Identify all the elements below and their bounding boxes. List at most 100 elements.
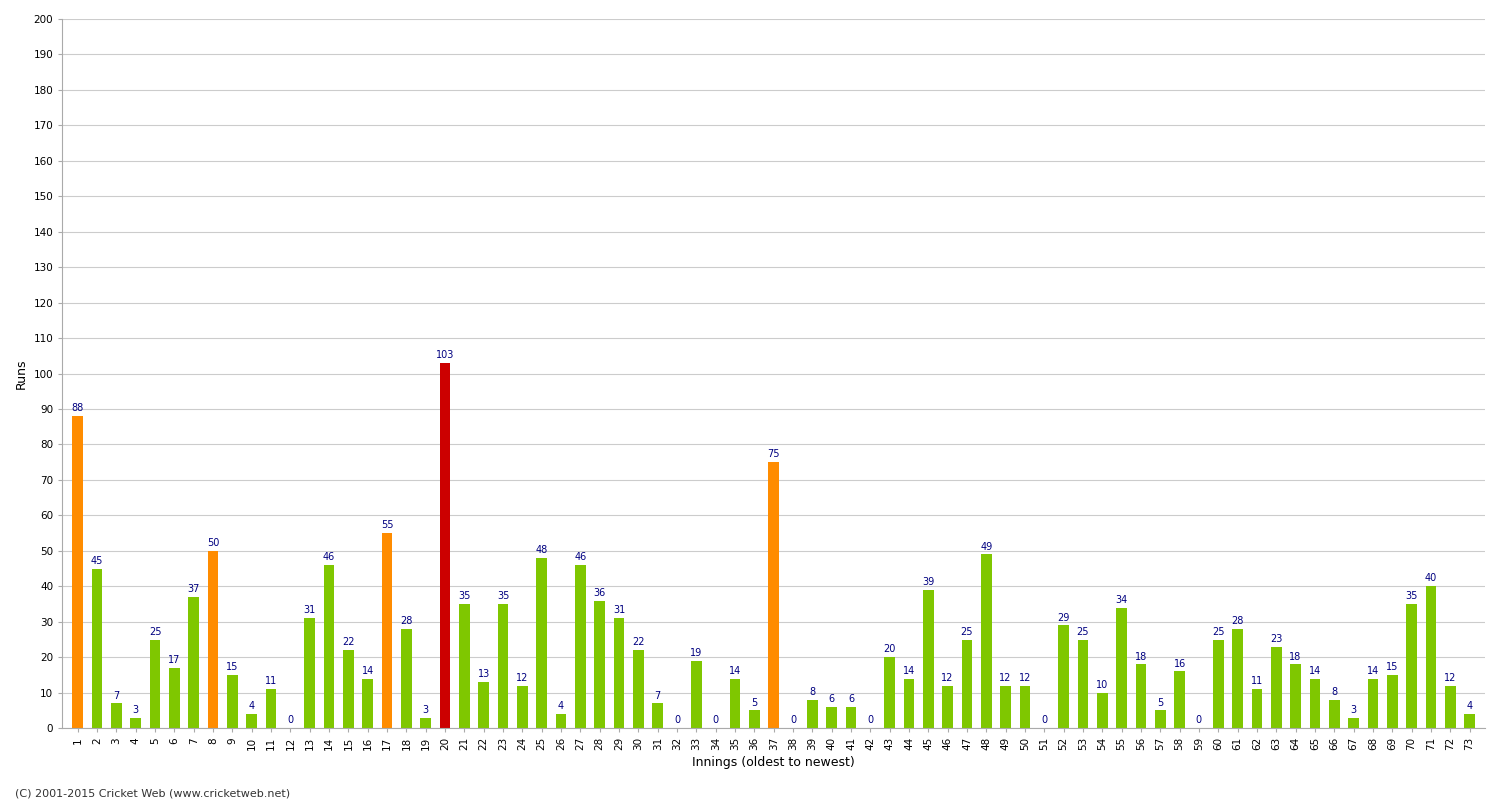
Text: 14: 14 [362, 666, 374, 676]
Bar [1290, 664, 1300, 728]
Text: 7: 7 [654, 690, 662, 701]
Bar [885, 658, 896, 728]
Text: 10: 10 [1096, 680, 1108, 690]
Text: 6: 6 [828, 694, 834, 704]
Bar [459, 604, 470, 728]
Text: 0: 0 [712, 715, 718, 726]
Text: 14: 14 [729, 666, 741, 676]
Bar [1233, 629, 1244, 728]
Bar [1174, 671, 1185, 728]
Text: 14: 14 [1310, 666, 1322, 676]
Text: 35: 35 [458, 591, 471, 602]
Bar [498, 604, 508, 728]
Bar [614, 618, 624, 728]
Text: 49: 49 [980, 542, 993, 551]
Text: 55: 55 [381, 520, 393, 530]
Text: 29: 29 [1058, 613, 1070, 622]
Bar [768, 462, 778, 728]
Text: 22: 22 [342, 638, 354, 647]
Bar [1348, 718, 1359, 728]
Bar [1059, 626, 1070, 728]
Bar [1464, 714, 1474, 728]
Bar [1270, 646, 1281, 728]
Text: 11: 11 [1251, 676, 1263, 686]
Text: 16: 16 [1173, 658, 1185, 669]
Bar [111, 703, 122, 728]
Bar [420, 718, 430, 728]
Text: 0: 0 [674, 715, 680, 726]
Text: 8: 8 [810, 687, 816, 697]
Text: 4: 4 [558, 701, 564, 711]
Bar [72, 416, 82, 728]
Text: 75: 75 [768, 450, 780, 459]
Text: 0: 0 [288, 715, 294, 726]
Y-axis label: Runs: Runs [15, 358, 28, 389]
Bar [555, 714, 567, 728]
Bar [266, 689, 276, 728]
Text: 14: 14 [903, 666, 915, 676]
Bar [130, 718, 141, 728]
Text: 28: 28 [400, 616, 412, 626]
Text: 25: 25 [960, 626, 974, 637]
Bar [922, 590, 933, 728]
Bar [537, 558, 548, 728]
Bar [633, 650, 644, 728]
Text: 13: 13 [477, 670, 490, 679]
Bar [729, 678, 741, 728]
Text: 12: 12 [942, 673, 954, 682]
Text: 50: 50 [207, 538, 219, 548]
Text: 46: 46 [574, 552, 586, 562]
Text: 25: 25 [1077, 626, 1089, 637]
Bar [903, 678, 915, 728]
Bar [1444, 686, 1455, 728]
Text: 3: 3 [132, 705, 140, 714]
Text: 17: 17 [168, 655, 180, 665]
Text: (C) 2001-2015 Cricket Web (www.cricketweb.net): (C) 2001-2015 Cricket Web (www.cricketwe… [15, 788, 290, 798]
Text: 0: 0 [790, 715, 796, 726]
Bar [1214, 639, 1224, 728]
Text: 14: 14 [1366, 666, 1378, 676]
Bar [594, 601, 604, 728]
Text: 5: 5 [1156, 698, 1164, 708]
Text: 31: 31 [614, 606, 626, 615]
Text: 23: 23 [1270, 634, 1282, 644]
Bar [1310, 678, 1320, 728]
Bar [440, 363, 450, 728]
Bar [1077, 639, 1089, 728]
Text: 18: 18 [1136, 651, 1148, 662]
Bar [1368, 678, 1378, 728]
Text: 4: 4 [1467, 701, 1473, 711]
Bar [942, 686, 952, 728]
Text: 3: 3 [423, 705, 429, 714]
Bar [1000, 686, 1011, 728]
Text: 28: 28 [1232, 616, 1244, 626]
Text: 40: 40 [1425, 574, 1437, 583]
Bar [170, 668, 180, 728]
Text: 31: 31 [303, 606, 316, 615]
Text: 6: 6 [847, 694, 853, 704]
Text: 15: 15 [1386, 662, 1398, 672]
Bar [1116, 608, 1126, 728]
Text: 3: 3 [1350, 705, 1356, 714]
Text: 12: 12 [516, 673, 528, 682]
Bar [846, 707, 856, 728]
Text: 45: 45 [92, 556, 104, 566]
Text: 12: 12 [999, 673, 1012, 682]
Text: 25: 25 [148, 626, 162, 637]
Text: 34: 34 [1116, 594, 1128, 605]
Text: 22: 22 [632, 638, 645, 647]
Bar [518, 686, 528, 728]
Bar [1388, 675, 1398, 728]
Bar [363, 678, 374, 728]
Text: 25: 25 [1212, 626, 1224, 637]
Bar [981, 554, 992, 728]
Text: 35: 35 [496, 591, 508, 602]
Bar [150, 639, 160, 728]
Bar [574, 565, 585, 728]
Text: 48: 48 [536, 545, 548, 555]
Text: 0: 0 [1041, 715, 1047, 726]
Text: 4: 4 [249, 701, 255, 711]
Bar [382, 533, 393, 728]
Text: 20: 20 [884, 645, 896, 654]
Text: 88: 88 [72, 403, 84, 414]
